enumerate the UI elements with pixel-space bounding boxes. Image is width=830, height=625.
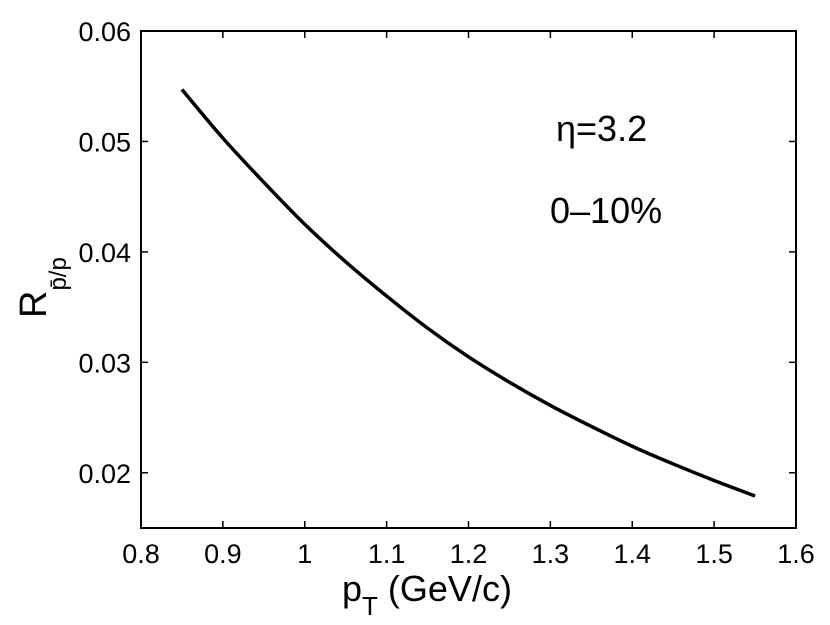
x-tick-label: 1	[297, 539, 312, 569]
y-tick-label: 0.02	[78, 459, 131, 489]
y-tick-label: 0.03	[78, 348, 131, 378]
y-tick-label: 0.04	[78, 238, 131, 268]
x-axis: 0.8 0.9 1 1.1 1.2 1.3 1.4 1.5 1.6	[122, 31, 815, 569]
plot-border	[140, 30, 797, 529]
x-tick-label: 1.4	[613, 539, 651, 569]
series-line	[180, 88, 756, 498]
x-tick-label: 1.2	[450, 539, 488, 569]
x-axis-title-rest: (GeV/c)	[378, 568, 512, 609]
y-tick-label: 0.06	[78, 17, 131, 47]
y-tick-label: 0.05	[78, 127, 131, 157]
y-axis-title: Rp̄/p	[13, 257, 72, 318]
x-axis-title-main: p	[342, 568, 362, 609]
annotation-eta: η=3.2	[556, 108, 647, 149]
annotation-centrality: 0–10%	[550, 190, 662, 231]
x-tick-label: 1.5	[695, 539, 733, 569]
x-tick-label: 0.9	[204, 539, 242, 569]
y-axis-title-main: R	[13, 291, 55, 318]
y-axis: 0.02 0.03 0.04 0.05 0.06	[78, 17, 796, 489]
plot-frame	[140, 30, 797, 529]
y-axis-title-sub: p̄/p	[45, 257, 72, 290]
x-tick-label: 0.8	[122, 539, 160, 569]
x-tick-label: 1.1	[368, 539, 406, 569]
series-layer	[180, 88, 756, 498]
x-axis-title: pT (GeV/c)	[342, 568, 512, 621]
x-tick-label: 1.6	[777, 539, 815, 569]
x-axis-title-sub: T	[362, 591, 378, 621]
x-tick-label: 1.3	[532, 539, 570, 569]
